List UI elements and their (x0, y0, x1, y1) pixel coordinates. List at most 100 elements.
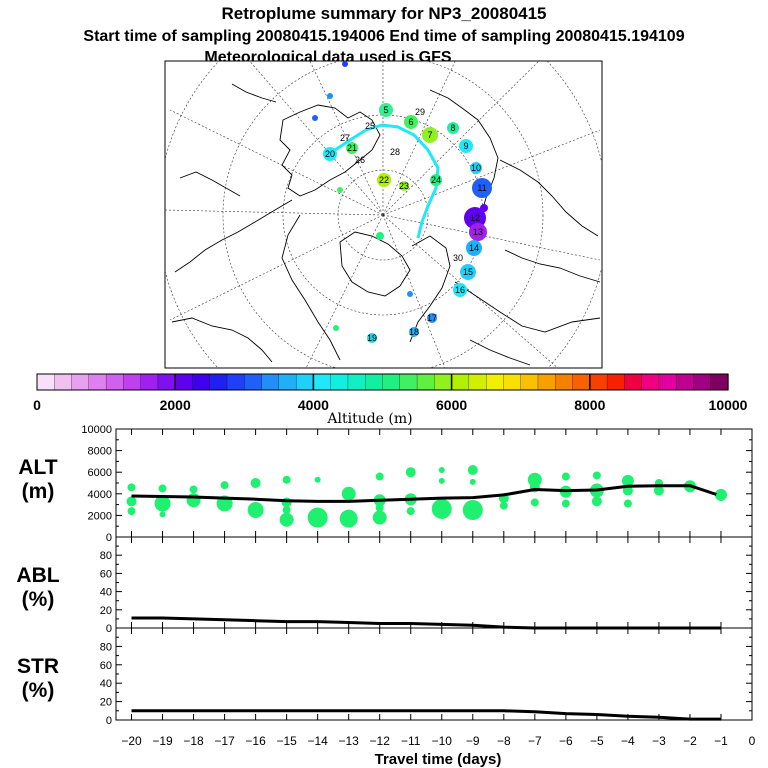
y-tick-label: 2000 (88, 510, 112, 522)
altitude-scatter-point (405, 467, 416, 478)
y-tick-label: 0 (106, 532, 112, 544)
panel-label: ABL (16, 564, 59, 587)
sampling-times: Start time of sampling 20080415.194006 E… (83, 28, 684, 45)
panel-alt: ALT(m) 0 2000 4000 6000 8000 10000 (18, 424, 753, 544)
altitude-scatter-point (158, 484, 167, 493)
colorbar-tick-label: 10000 (709, 397, 748, 413)
colorbar-cell (365, 373, 384, 391)
altitude-scatter-point (186, 493, 201, 508)
colorbar-tick-labels: 0 2000 4000 6000 8000 10000 (33, 374, 748, 413)
panel-frame (115, 627, 753, 721)
panel-str: STR(%) 0 20 40 60 80 (17, 627, 753, 727)
altitude-scatter-point (592, 471, 601, 480)
altitude-scatter-point (621, 474, 634, 487)
altitude-scatter-point (406, 507, 415, 516)
colorbar-cell (71, 373, 90, 391)
colorbar-cell (244, 373, 263, 391)
map-graticule (165, 61, 602, 368)
map-coastlines (171, 83, 601, 366)
colorbar-cell (330, 373, 349, 391)
panel-frame (115, 536, 753, 629)
plume-cluster (480, 204, 488, 212)
map-trajectory-label: 27 (340, 133, 350, 143)
plume-cluster (367, 333, 377, 343)
altitude-scatter-point (438, 467, 445, 474)
colorbar-cell (451, 373, 470, 391)
colorbar-cell (347, 373, 366, 391)
colorbar-cell (572, 373, 591, 391)
altitude-scatter-point (126, 496, 137, 507)
panel-unit: (%) (22, 588, 55, 611)
plume-cluster (422, 127, 438, 143)
map-trajectory-label: 7 (427, 130, 432, 140)
y-tick-label: 10000 (81, 424, 112, 436)
map-trajectory-label: 12 (470, 213, 480, 223)
y-tick-label: 0 (106, 623, 112, 635)
colorbar-cell (520, 373, 539, 391)
colorbar-cell (589, 373, 608, 391)
altitude-scatter-point (220, 481, 229, 490)
map-trajectory-label: 18 (409, 327, 419, 337)
plume-cluster (447, 122, 459, 134)
plume-cluster (409, 327, 419, 337)
altitude-scatter-point (375, 503, 384, 512)
altitude-scatter-point (127, 507, 136, 516)
x-tick-label: −2 (683, 734, 697, 748)
colorbar-cell (157, 373, 176, 391)
plume-cluster (427, 313, 437, 323)
y-tick-label: 60 (100, 660, 112, 672)
altitude-scatter-point (282, 475, 291, 484)
altitude-scatter-point (623, 499, 632, 508)
altitude-scatter-point (527, 472, 542, 487)
altitude-scatter-point (462, 500, 483, 520)
altitude-scatter-point (499, 501, 508, 510)
map-trajectory-label: 30 (453, 253, 463, 263)
colorbar-cell (261, 373, 280, 391)
plume-cluster (342, 61, 348, 67)
map-trajectory-label: 23 (399, 181, 409, 191)
colorbar-cell (54, 373, 73, 391)
x-tick-label: −20 (121, 734, 142, 748)
altitude-scatter-point (469, 478, 476, 485)
colorbar-cell (468, 373, 487, 391)
x-tick-label: −9 (466, 734, 480, 748)
plume-cluster (469, 223, 487, 241)
y-tick-label: 80 (100, 550, 112, 562)
colorbar-cell (503, 373, 522, 391)
y-tick-label: 40 (100, 678, 112, 690)
y-tick-label: 60 (100, 568, 112, 580)
panel-abl: ABL(%) 0 20 40 60 80 (16, 536, 753, 635)
y-tick-label: 20 (100, 605, 112, 617)
colorbar-tick-label: 8000 (574, 397, 605, 413)
colorbar-cell (641, 373, 660, 391)
x-tick-label: −10 (432, 734, 453, 748)
x-tick-label: −18 (183, 734, 204, 748)
altitude-scatter-point (127, 483, 136, 492)
map-trajectory-label: 19 (367, 333, 377, 343)
plume-cluster (459, 139, 473, 153)
colorbar-cell (485, 373, 505, 391)
colorbar-tick-label: 4000 (298, 397, 329, 413)
altitude-scatter-point (282, 506, 291, 514)
altitude-scatter-point (189, 485, 198, 494)
time-series-panels: ALT(m)0200040006000800010000ABL(%)020406… (16, 424, 753, 727)
altitude-scatter-point (438, 477, 445, 484)
plume-cluster (377, 173, 391, 187)
colorbar-cell (123, 373, 142, 391)
map-trajectory-label: 20 (325, 149, 335, 159)
plume-cluster (466, 240, 482, 256)
colorbar-cell (606, 373, 626, 391)
x-tick-label: −16 (245, 734, 266, 748)
plume-cluster (323, 147, 337, 161)
plume-cluster (407, 291, 413, 297)
altitude-colorbar: 0 2000 4000 6000 8000 10000 Altitude (m) (33, 373, 748, 427)
colorbar-cell (295, 373, 315, 391)
colorbar-cell (382, 373, 401, 391)
x-tick-label: −5 (590, 734, 604, 748)
altitude-scatter-point (341, 486, 356, 501)
map-trajectory-label: 25 (365, 121, 375, 131)
map-trajectory-label: 8 (450, 123, 455, 133)
figure-title: Retroplume summary for NP3_20080415 (221, 4, 546, 23)
x-tick-label: −3 (652, 734, 666, 748)
colorbar-cell (209, 373, 228, 391)
